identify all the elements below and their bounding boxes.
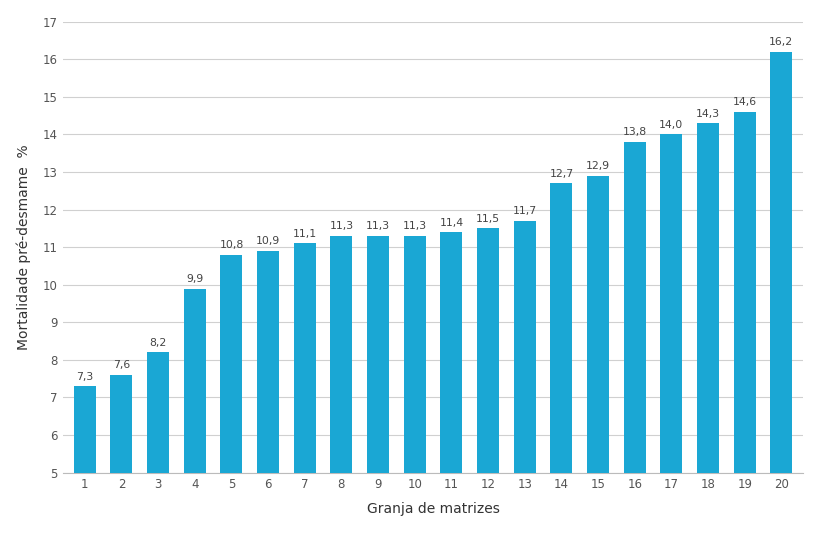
Bar (330, 236, 352, 473)
Bar (403, 236, 425, 473)
Bar (659, 134, 681, 473)
Text: 8,2: 8,2 (149, 338, 166, 348)
Text: 10,8: 10,8 (219, 240, 243, 250)
Bar (367, 236, 389, 473)
Bar (257, 251, 278, 473)
Text: 14,0: 14,0 (658, 120, 683, 130)
Bar (111, 375, 133, 473)
Bar (550, 183, 572, 473)
Bar (586, 176, 609, 473)
Bar (183, 288, 206, 473)
Y-axis label: Mortalidade pré-desmame  %: Mortalidade pré-desmame % (16, 144, 31, 350)
Text: 11,5: 11,5 (475, 214, 500, 224)
Bar (440, 232, 462, 473)
Text: 11,3: 11,3 (402, 221, 427, 231)
Bar (477, 228, 499, 473)
Bar (220, 255, 242, 473)
Text: 7,6: 7,6 (113, 360, 130, 370)
Text: 12,9: 12,9 (586, 161, 609, 171)
Text: 12,7: 12,7 (549, 169, 572, 179)
Text: 10,9: 10,9 (256, 237, 280, 246)
Text: 11,3: 11,3 (329, 221, 353, 231)
Bar (147, 352, 169, 473)
Text: 13,8: 13,8 (622, 127, 646, 138)
Text: 16,2: 16,2 (768, 37, 793, 47)
Text: 14,3: 14,3 (695, 109, 719, 119)
Bar (696, 123, 718, 473)
Text: 9,9: 9,9 (186, 274, 203, 284)
Bar (293, 244, 315, 473)
Bar (623, 142, 645, 473)
Text: 11,1: 11,1 (292, 229, 316, 239)
X-axis label: Granja de matrizes: Granja de matrizes (366, 502, 499, 516)
Text: 7,3: 7,3 (76, 372, 93, 382)
Bar (769, 52, 791, 473)
Text: 14,6: 14,6 (731, 98, 756, 107)
Text: 11,3: 11,3 (365, 221, 390, 231)
Text: 11,4: 11,4 (439, 217, 463, 228)
Bar (733, 112, 755, 473)
Text: 11,7: 11,7 (512, 206, 536, 216)
Bar (514, 221, 535, 473)
Bar (74, 386, 96, 473)
